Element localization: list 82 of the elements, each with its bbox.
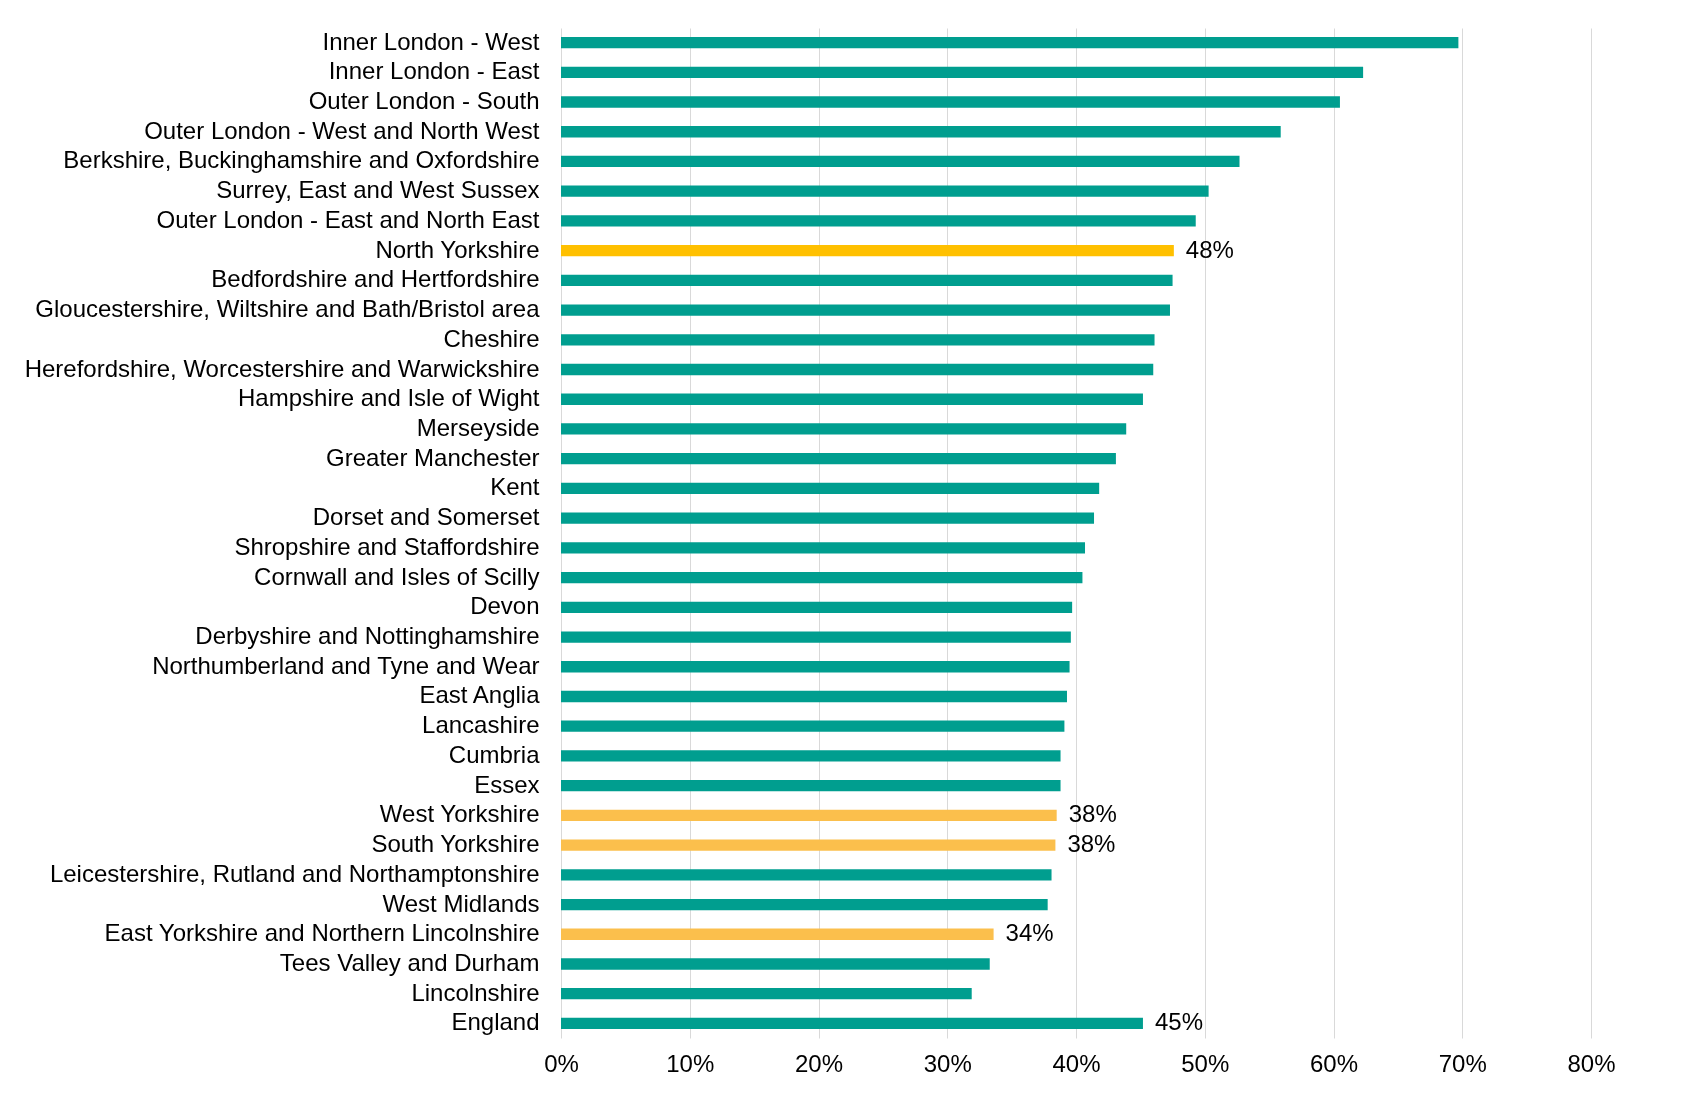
bar bbox=[561, 780, 1061, 792]
bar bbox=[561, 542, 1086, 554]
bar bbox=[561, 66, 1364, 78]
x-tick-label: 50% bbox=[1181, 1049, 1230, 1077]
bar bbox=[561, 869, 1052, 881]
bar bbox=[561, 750, 1061, 762]
y-tick-label: Outer London - South bbox=[308, 87, 540, 115]
y-tick-label: North Yorkshire bbox=[375, 235, 540, 263]
bar bbox=[561, 215, 1196, 227]
bar bbox=[561, 393, 1143, 405]
y-tick-label: West Yorkshire bbox=[379, 800, 540, 828]
y-tick-label: Shropshire and Staffordshire bbox=[234, 532, 540, 560]
y-tick-label: Outer London - East and North East bbox=[156, 205, 540, 233]
x-tick-label: 40% bbox=[1052, 1049, 1101, 1077]
y-tick-label: Outer London - West and North West bbox=[144, 116, 540, 144]
bar bbox=[561, 482, 1100, 495]
y-tick-label: South Yorkshire bbox=[371, 830, 540, 858]
bar bbox=[561, 334, 1155, 346]
y-tick-label: Cheshire bbox=[443, 324, 540, 352]
bar bbox=[561, 36, 1459, 49]
y-tick-label: Inner London - East bbox=[328, 57, 540, 85]
y-tick-label: Hampshire and Isle of Wight bbox=[238, 384, 540, 412]
bar bbox=[561, 839, 1056, 851]
y-tick-label: Gloucestershire, Wiltshire and Bath/Bristol area bbox=[35, 295, 541, 323]
y-tick-label: Northumberland and Tyne and Wear bbox=[152, 651, 540, 679]
y-tick-label: Herefordshire, Worcestershire and Warwickshire bbox=[24, 354, 540, 382]
bar bbox=[561, 96, 1340, 108]
y-tick-label: West Midlands bbox=[382, 889, 540, 917]
data-label: 48% bbox=[1185, 235, 1234, 263]
bar bbox=[561, 571, 1083, 584]
x-tick-label: 0% bbox=[544, 1049, 579, 1077]
y-tick-label: England bbox=[451, 1008, 540, 1036]
y-tick-label: Cornwall and Isles of Scilly bbox=[254, 562, 540, 590]
bar bbox=[561, 809, 1057, 822]
bar bbox=[561, 988, 972, 1000]
bar bbox=[561, 928, 994, 940]
bar bbox=[561, 720, 1065, 732]
x-tick-label: 60% bbox=[1309, 1049, 1359, 1077]
y-tick-label: East Anglia bbox=[419, 681, 541, 709]
y-tick-label: Lancashire bbox=[422, 711, 540, 739]
data-label: 38% bbox=[1068, 800, 1117, 828]
y-tick-label: Surrey, East and West Sussex bbox=[216, 176, 540, 204]
y-tick-label: Bedfordshire and Hertfordshire bbox=[211, 265, 540, 293]
x-tick-label: 30% bbox=[923, 1049, 972, 1077]
bar bbox=[561, 126, 1281, 138]
data-label: 38% bbox=[1067, 830, 1116, 858]
x-tick-label: 20% bbox=[794, 1049, 844, 1077]
y-tick-label: Lincolnshire bbox=[411, 978, 540, 1006]
bar bbox=[561, 512, 1095, 524]
data-label: 34% bbox=[1005, 919, 1054, 947]
bar bbox=[561, 304, 1170, 316]
y-tick-label: Merseyside bbox=[416, 413, 540, 441]
x-tick-label: 70% bbox=[1438, 1049, 1487, 1077]
y-tick-label: Derbyshire and Nottinghamshire bbox=[195, 622, 540, 650]
y-tick-label: Kent bbox=[490, 473, 540, 501]
bar bbox=[561, 185, 1209, 197]
y-tick-label: Cumbria bbox=[448, 740, 541, 768]
bar bbox=[561, 244, 1174, 257]
y-tick-label: Greater Manchester bbox=[326, 443, 540, 471]
data-label: 45% bbox=[1154, 1008, 1203, 1036]
y-tick-label: Berkshire, Buckinghamshire and Oxfordshire bbox=[63, 146, 540, 174]
bar bbox=[561, 601, 1073, 613]
y-tick-label: Tees Valley and Durham bbox=[279, 948, 540, 976]
bar bbox=[561, 958, 990, 970]
bar bbox=[561, 898, 1048, 911]
bar bbox=[561, 423, 1127, 435]
y-tick-label: Dorset and Somerset bbox=[312, 503, 540, 531]
bar bbox=[561, 274, 1173, 286]
y-tick-label: Inner London - West bbox=[322, 27, 540, 55]
bar bbox=[561, 363, 1154, 376]
bar bbox=[561, 155, 1240, 168]
bar bbox=[561, 1017, 1143, 1030]
y-tick-label: Leicestershire, Rutland and Northamptonshire bbox=[49, 859, 540, 887]
x-tick-label: 80% bbox=[1567, 1049, 1616, 1077]
y-tick-label: East Yorkshire and Northern Lincolnshire bbox=[104, 919, 540, 947]
y-tick-label: Essex bbox=[474, 770, 540, 798]
x-tick-label: 10% bbox=[666, 1049, 715, 1077]
y-tick-label: Devon bbox=[470, 592, 540, 620]
bar bbox=[561, 690, 1067, 703]
bar bbox=[561, 453, 1116, 465]
bar bbox=[561, 661, 1070, 673]
bar bbox=[561, 631, 1071, 643]
